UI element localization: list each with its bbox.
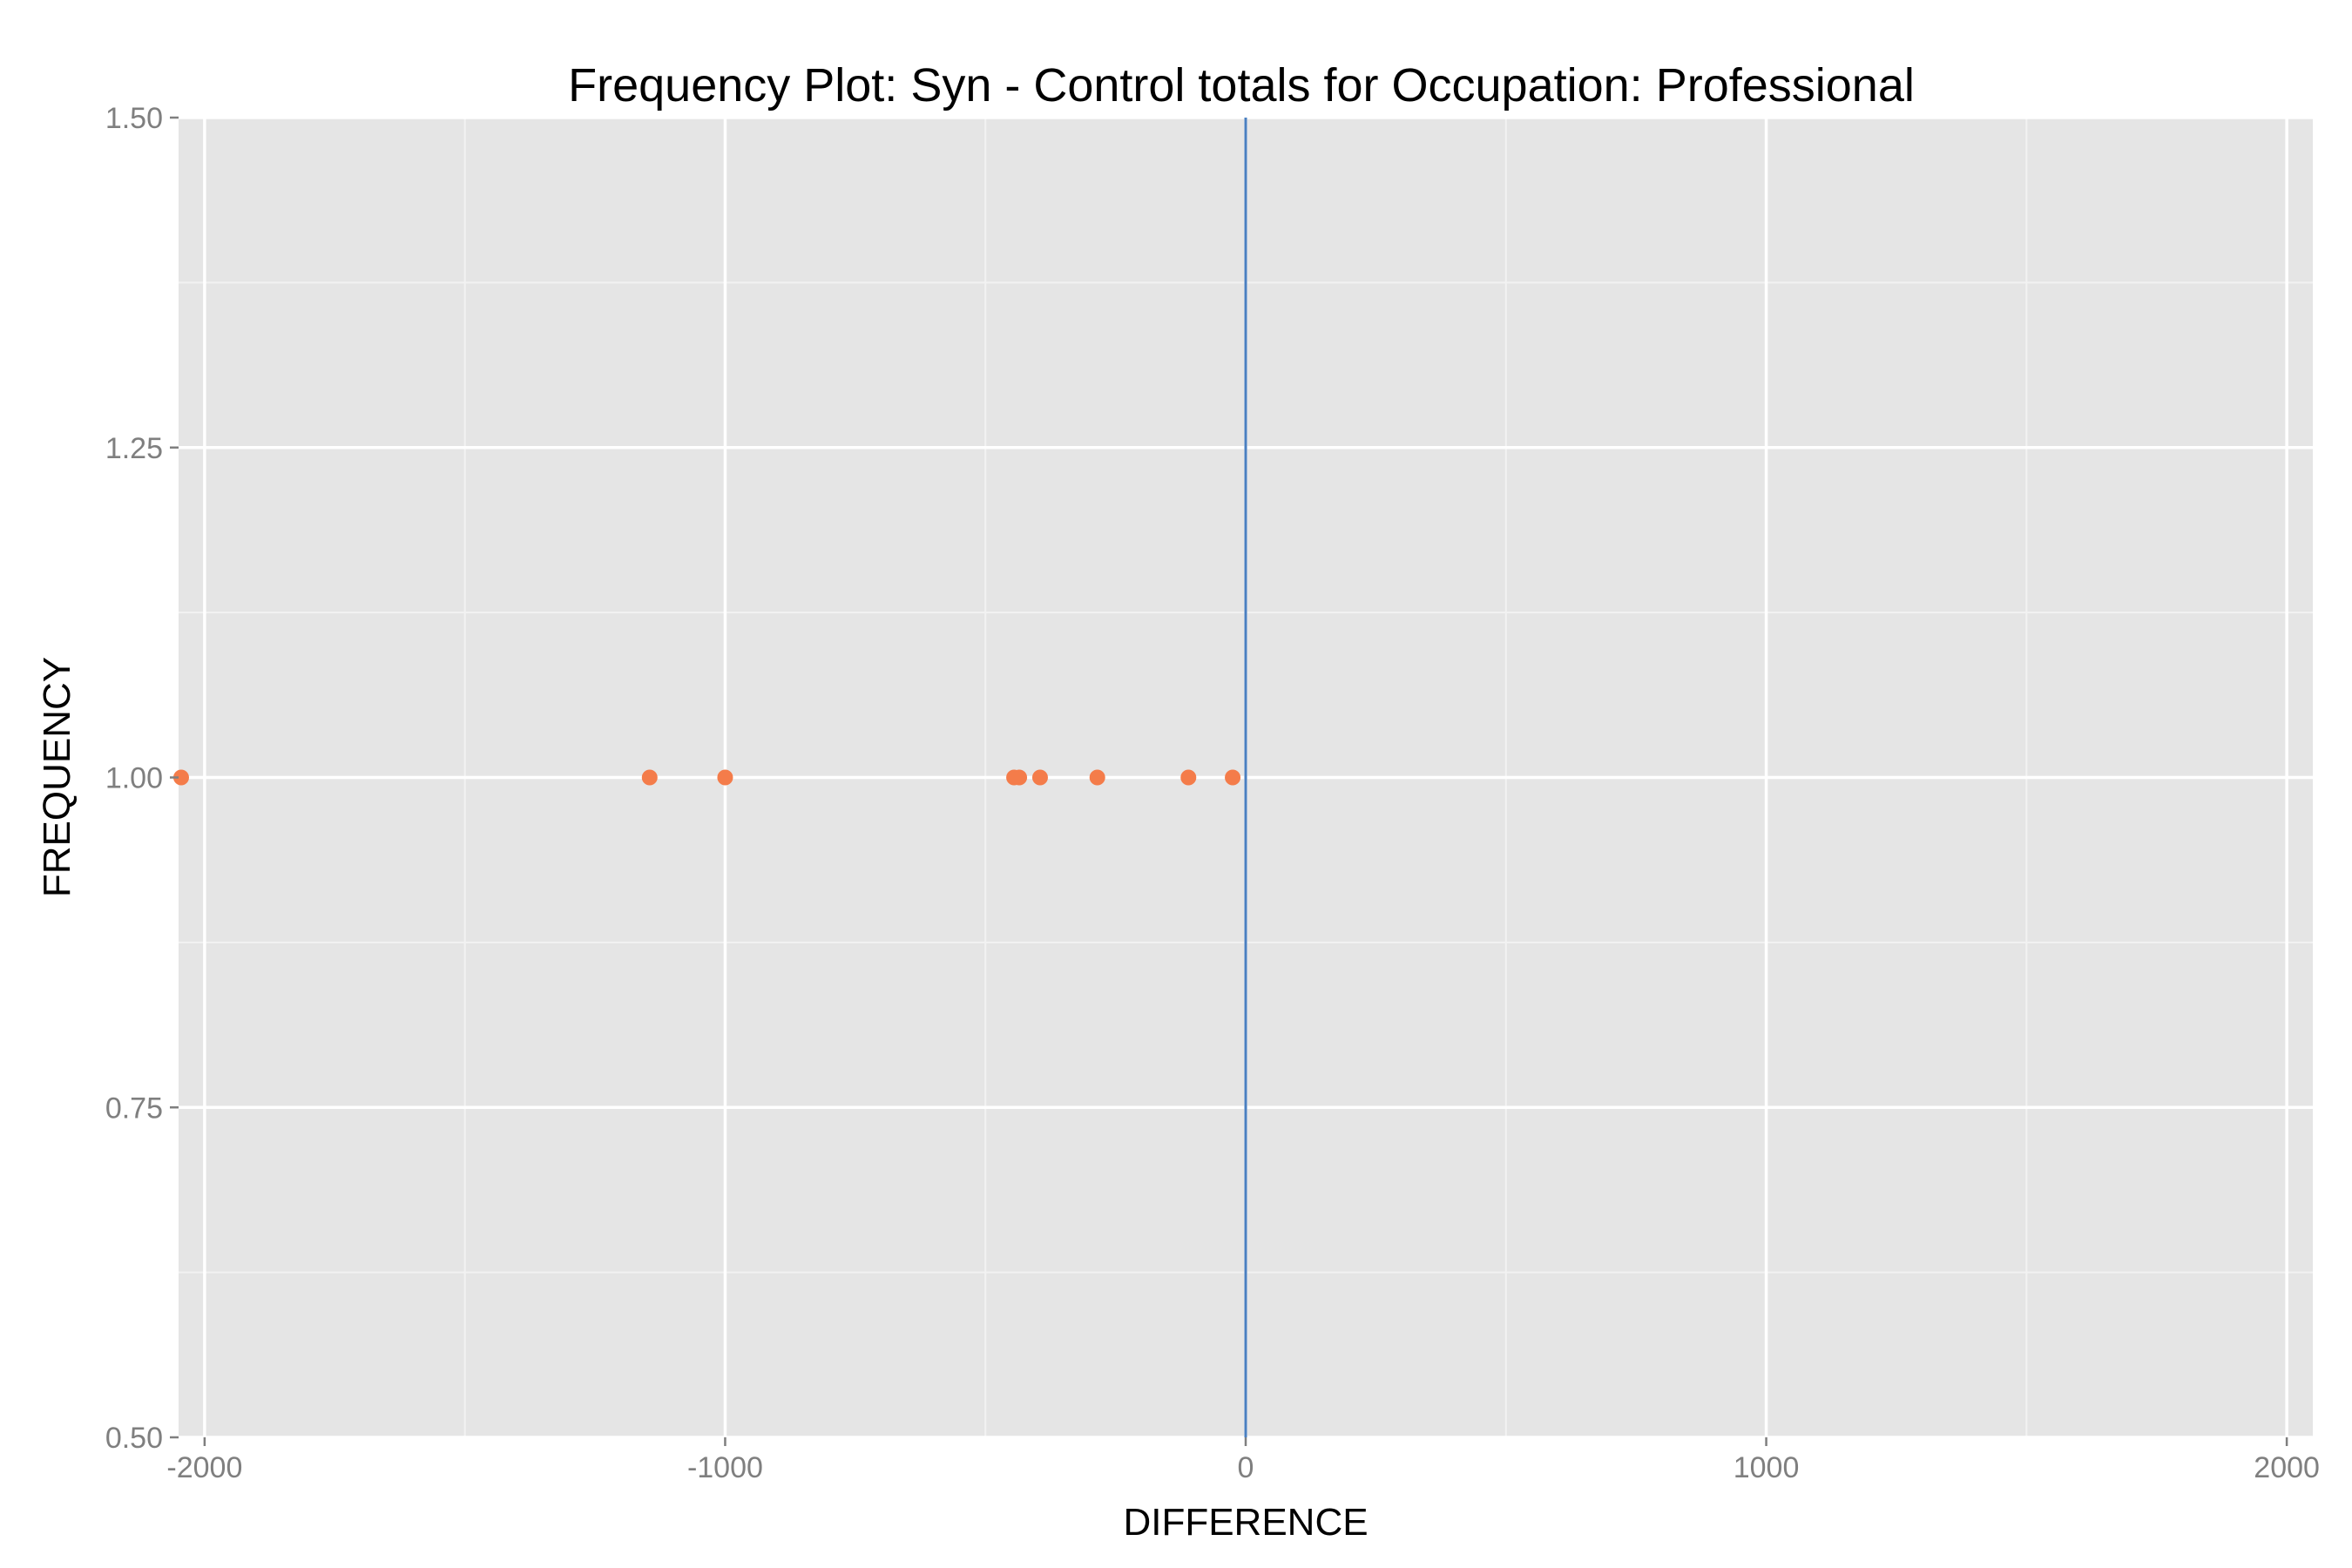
chart-title: Frequency Plot: Syn - Control totals for… xyxy=(568,59,1915,112)
data-point xyxy=(717,769,733,786)
x-tick-label: 2000 xyxy=(2254,1451,2320,1484)
data-point xyxy=(1089,769,1105,786)
x-tick-label: -2000 xyxy=(166,1451,242,1484)
x-tick-label: -1000 xyxy=(687,1451,763,1484)
data-point xyxy=(172,769,189,786)
y-axis-title: FREQUENCY xyxy=(36,657,78,897)
y-tick-label: 1.25 xyxy=(105,432,163,465)
y-tick-label: 0.50 xyxy=(105,1422,163,1455)
data-point xyxy=(1225,769,1241,786)
data-point xyxy=(1011,769,1028,786)
x-axis: -2000 -1000 0 1000 2000 xyxy=(166,1437,2320,1484)
data-point xyxy=(1031,769,1048,786)
x-tick-label: 1000 xyxy=(1734,1451,1800,1484)
data-point xyxy=(1180,769,1197,786)
data-point xyxy=(641,769,658,786)
y-axis: 0.50 0.75 1.00 1.25 1.50 xyxy=(105,102,179,1455)
x-axis-title: DIFFERENCE xyxy=(1123,1501,1368,1544)
x-tick-label: 0 xyxy=(1238,1451,1254,1484)
y-tick-label: 1.00 xyxy=(105,762,163,795)
y-tick-label: 1.50 xyxy=(105,102,163,135)
data-points xyxy=(172,769,1241,786)
y-tick-label: 0.75 xyxy=(105,1092,163,1125)
